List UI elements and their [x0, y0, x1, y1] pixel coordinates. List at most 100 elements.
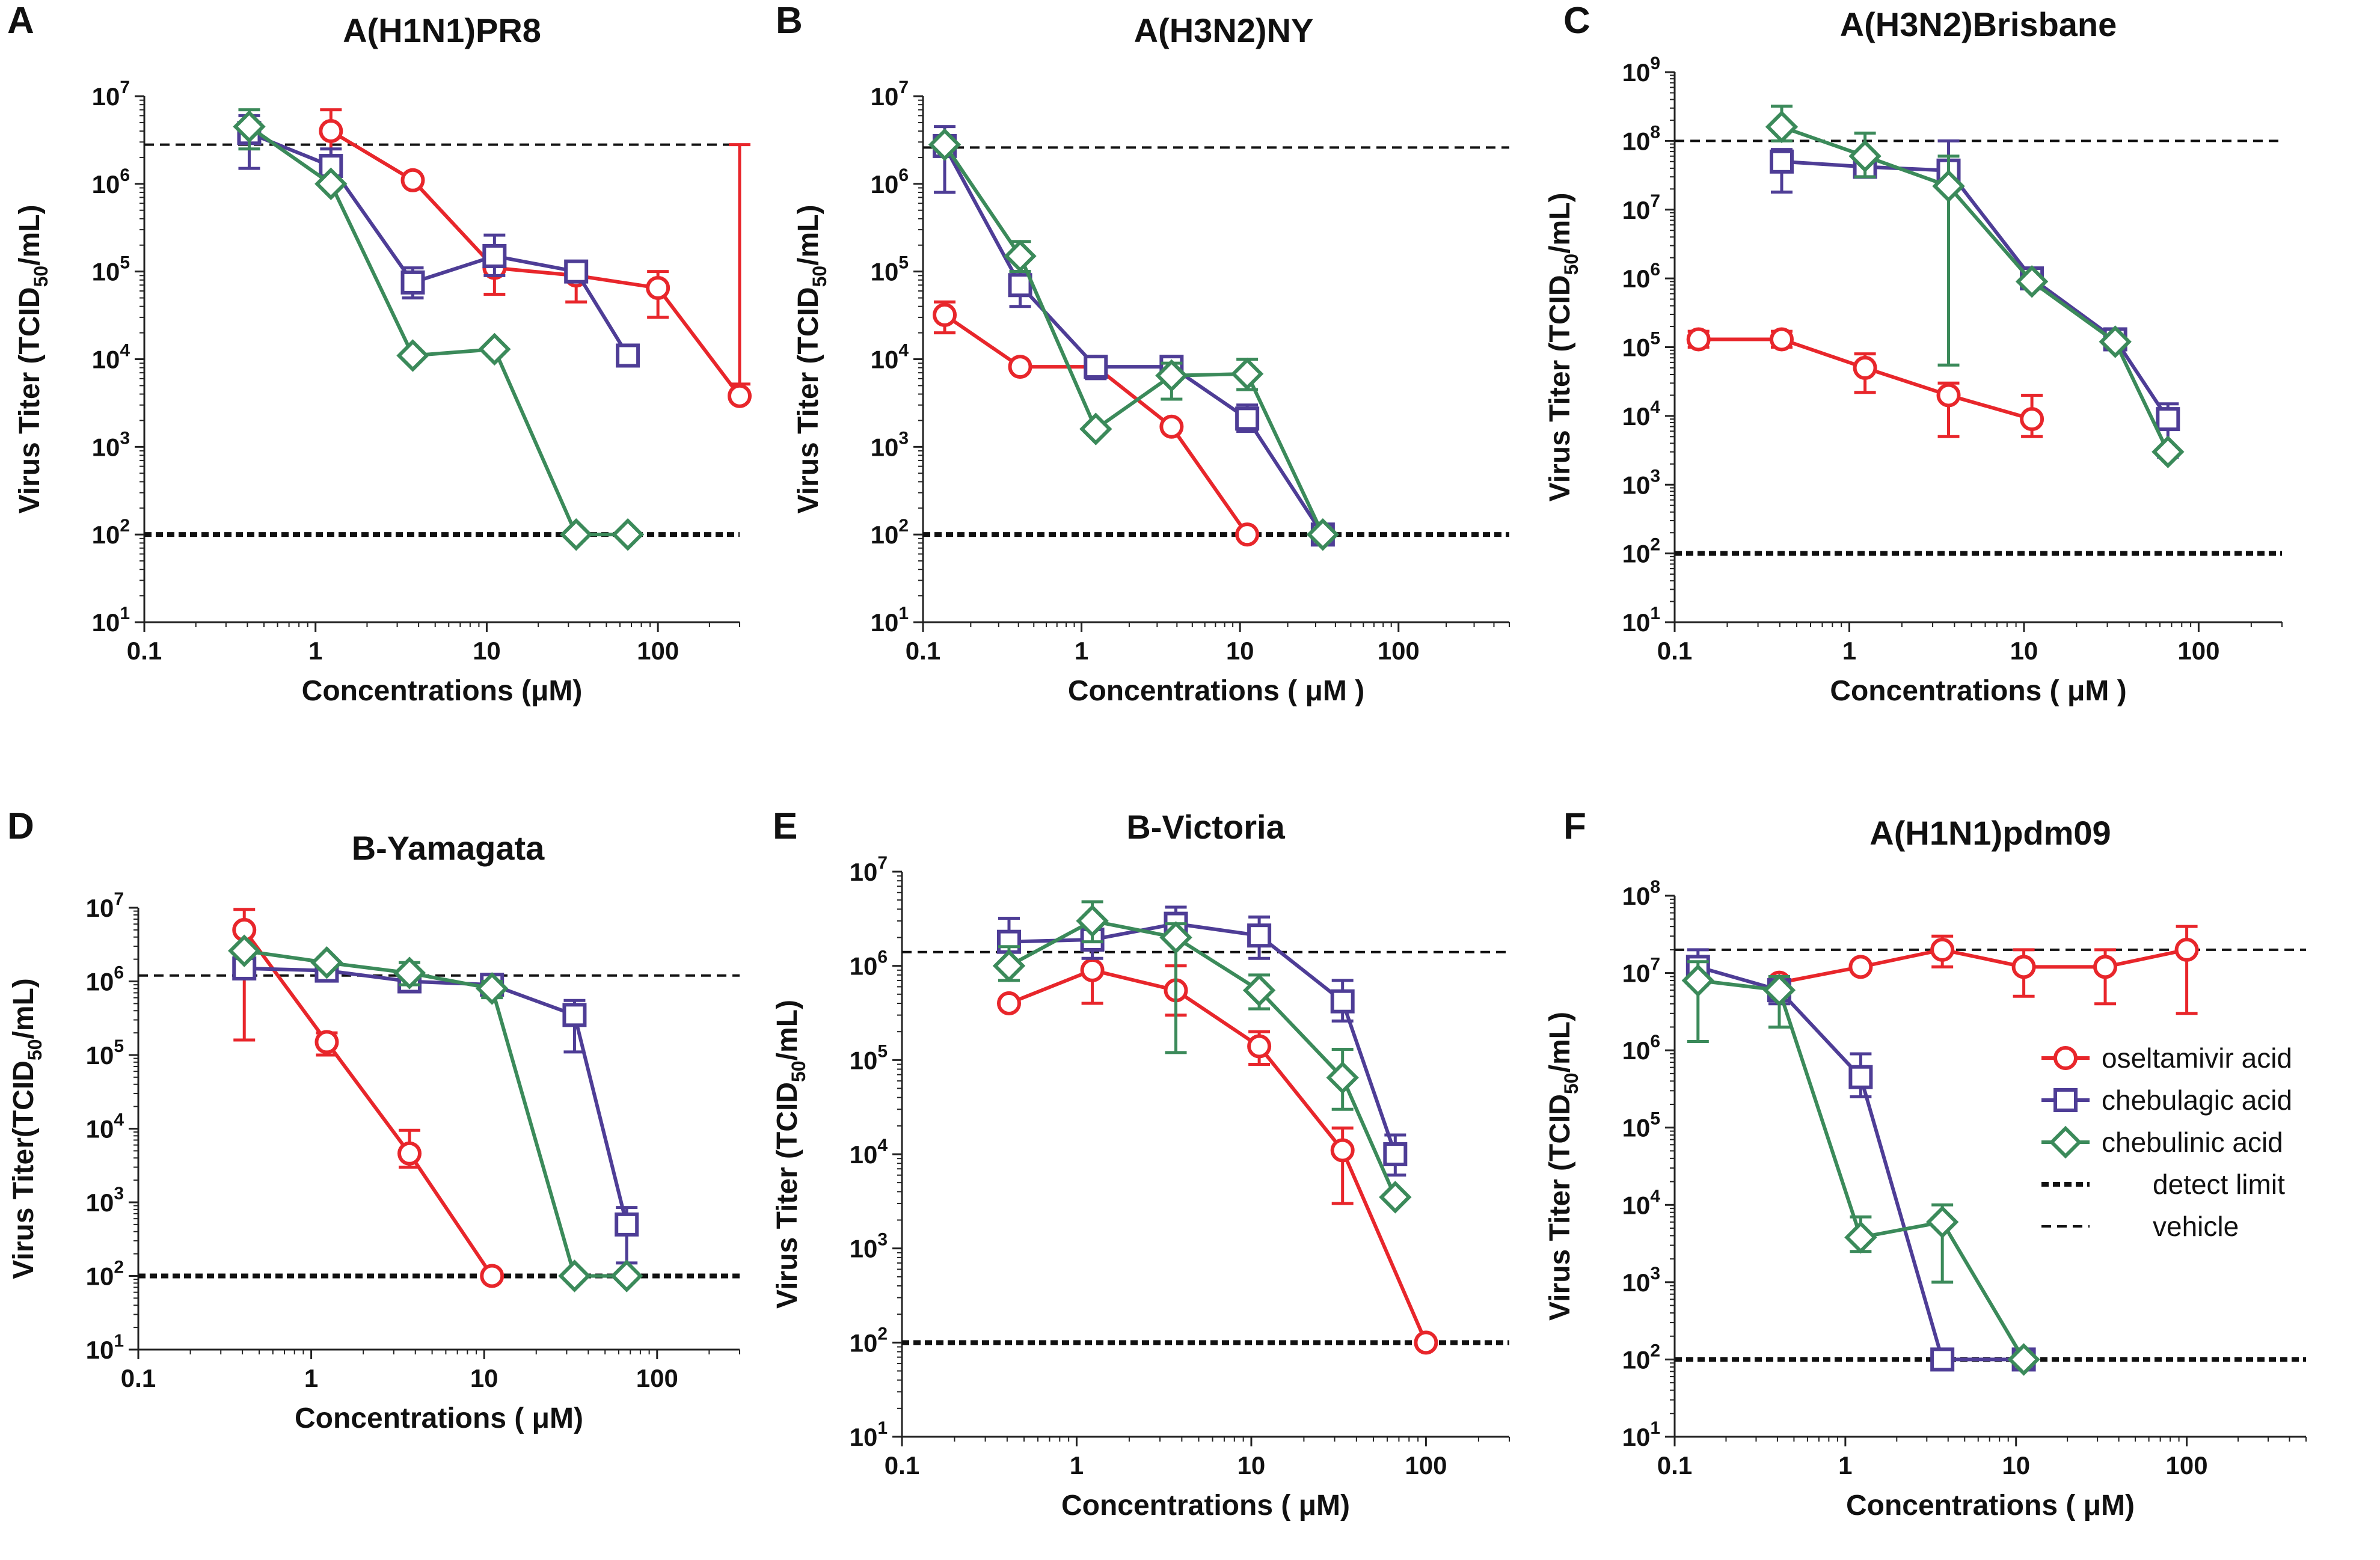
y-tick-label: 105	[92, 253, 130, 286]
data-point	[397, 1141, 422, 1166]
series-oseltamivir	[996, 947, 1438, 1355]
y-tick-label: 101	[92, 604, 130, 637]
data-point	[393, 956, 426, 990]
data-point	[992, 949, 1026, 982]
legend: oseltamivir acid chebulagic acid chebulini…	[2041, 1042, 2292, 1242]
x-tick-label: 100	[636, 1364, 678, 1392]
data-point	[996, 991, 1021, 1016]
data-point	[314, 167, 348, 201]
y-tick-label: 105	[86, 1036, 124, 1069]
data-point	[2007, 1343, 2040, 1376]
data-point	[2152, 435, 2185, 468]
y-tick-label: 104	[1622, 397, 1661, 430]
x-tick-label: 10	[2002, 1451, 2030, 1479]
chart-title: A(H3N2)NY	[1134, 11, 1314, 49]
data-point	[646, 275, 670, 300]
series-chebulinic	[228, 934, 643, 1292]
data-point	[1330, 1138, 1355, 1163]
y-tick-label: 103	[1622, 1264, 1660, 1297]
data-point	[1004, 239, 1037, 273]
series-chebulagic	[996, 905, 1408, 1177]
data-point	[314, 1030, 339, 1054]
x-tick-label: 1	[1070, 1451, 1084, 1479]
x-tick-label: 0.1	[121, 1364, 156, 1392]
data-point	[1762, 973, 1796, 1007]
series-chebulinic	[1765, 105, 2185, 468]
x-tick-label: 1	[1075, 637, 1088, 665]
chart-title: A(H3N2)Brisbane	[1840, 5, 2117, 43]
legend-item-vehicle: vehicle	[2041, 1211, 2239, 1242]
series-chebulagic	[933, 125, 1335, 547]
series-line	[244, 966, 629, 1225]
legend-label: vehicle	[2153, 1211, 2239, 1242]
x-tick-label: 100	[2177, 637, 2219, 665]
y-tick-label: 107	[86, 889, 124, 922]
y-axis-label: Virus Titer (TCID50/mL)	[14, 205, 52, 514]
data-point	[1932, 170, 1965, 203]
y-tick-label: 102	[850, 1324, 888, 1357]
data-point	[1925, 1205, 1959, 1239]
data-point	[478, 332, 511, 366]
data-point	[2015, 265, 2049, 298]
data-point	[1079, 412, 1112, 445]
data-point	[1686, 327, 1711, 352]
y-axis-label: Virus Titer (TCID50/mL)	[1544, 193, 1582, 502]
data-point	[228, 934, 261, 967]
x-tick-label: 0.1	[127, 637, 162, 665]
series-chebulinic	[1681, 960, 2040, 1376]
data-point	[1848, 1065, 1873, 1089]
y-tick-label: 102	[1622, 1341, 1660, 1374]
x-tick-label: 0.1	[906, 637, 940, 665]
series-line	[248, 131, 630, 357]
panel-letter: F	[1563, 806, 1586, 847]
data-point	[1769, 149, 1794, 174]
chart-title: A(H1N1)PR8	[343, 11, 541, 49]
legend-item-detect: detect limit	[2041, 1169, 2285, 1200]
series-chebulinic	[928, 128, 1340, 551]
x-tick-label: 100	[2166, 1451, 2208, 1479]
data-point	[1235, 522, 1260, 547]
series-oseltamivir	[319, 108, 752, 408]
data-point	[396, 339, 429, 372]
data-point	[1681, 964, 1715, 997]
data-point	[610, 1259, 643, 1292]
data-point	[1247, 923, 1272, 948]
series-line	[943, 143, 1325, 536]
data-point	[611, 518, 645, 551]
chart-title: B-Victoria	[1126, 808, 1285, 846]
y-tick-label: 104	[92, 341, 130, 374]
series-chebulagic	[237, 114, 640, 368]
x-tick-label: 10	[1238, 1451, 1266, 1479]
y-axis-label: Virus Titer (TCID50/mL)	[793, 205, 830, 514]
data-point	[1383, 1142, 1408, 1166]
panel-letter: A	[7, 0, 34, 41]
data-point	[1008, 273, 1032, 298]
x-tick-label: 0.1	[885, 1451, 919, 1479]
panel-letter: E	[773, 806, 797, 847]
legend-marker	[2053, 1088, 2078, 1112]
x-axis-label: Concentrations ( μM )	[1830, 675, 2126, 707]
y-tick-label: 106	[92, 165, 130, 198]
data-point	[1235, 406, 1260, 431]
legend-item-chebulinic: chebulinic acid	[2041, 1125, 2283, 1159]
y-tick-label: 109	[1622, 54, 1660, 87]
y-tick-label: 103	[92, 428, 130, 461]
y-tick-label: 107	[1622, 955, 1660, 988]
data-point	[1930, 937, 1955, 962]
data-point	[2093, 955, 2118, 979]
legend-marker	[2053, 1046, 2078, 1070]
panel-letter: C	[1563, 0, 1590, 41]
y-tick-label: 105	[850, 1041, 888, 1074]
series-chebulinic	[233, 108, 645, 551]
chart-title: B-Yamagata	[352, 829, 545, 867]
y-tick-label: 106	[1622, 260, 1660, 293]
data-point	[562, 1003, 587, 1027]
y-tick-label: 108	[1622, 122, 1660, 155]
panel-c: C A(H3N2)Brisbane101102103104105106107108…	[1544, 0, 2283, 707]
data-point	[2174, 937, 2199, 962]
data-point	[1159, 921, 1192, 954]
data-point	[1008, 355, 1032, 379]
x-tick-label: 10	[1226, 637, 1254, 665]
y-tick-label: 105	[1622, 1109, 1660, 1142]
y-tick-label: 107	[1622, 191, 1660, 224]
